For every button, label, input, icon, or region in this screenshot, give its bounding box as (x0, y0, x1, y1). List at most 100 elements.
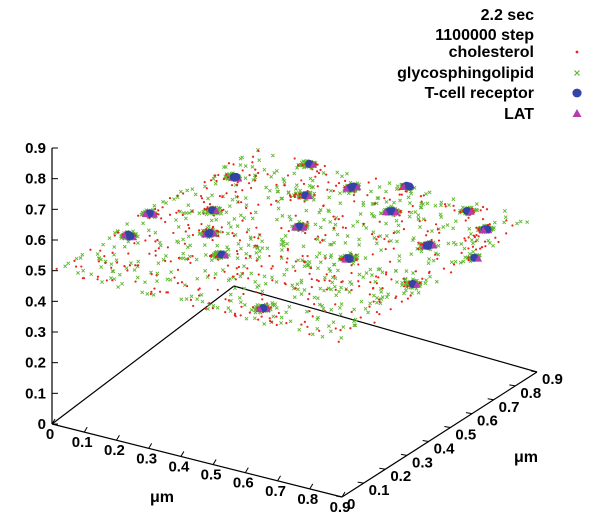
cholesterol-point (176, 194, 179, 197)
cholesterol-point (286, 174, 290, 177)
cholesterol-point (381, 287, 384, 290)
cholesterol-point (428, 270, 431, 273)
cholesterol-point (270, 267, 273, 270)
cholesterol-point (148, 234, 151, 237)
glycosphingolipid-point (326, 208, 331, 213)
z-tick-label: 0.5 (25, 263, 46, 280)
cholesterol-point (308, 272, 311, 275)
glycosphingolipid-point (340, 174, 344, 179)
glycosphingolipid-point (110, 269, 115, 274)
cholesterol-point (421, 277, 424, 280)
glycosphingolipid-point (257, 158, 262, 163)
cholesterol-point (402, 227, 406, 231)
cholesterol-point (324, 310, 327, 313)
cholesterol-point (234, 190, 237, 193)
cholesterol-point (175, 211, 178, 214)
cholesterol-point (479, 209, 482, 212)
cholesterol-point (225, 192, 228, 195)
legend-marker-lat (572, 109, 582, 117)
cholesterol-point (214, 174, 217, 177)
glycosphingolipid-point (301, 244, 306, 249)
z-tick-label: 0.9 (25, 140, 46, 157)
z-tick-label: 0.7 (25, 201, 46, 218)
glycosphingolipid-point (152, 203, 157, 208)
glycosphingolipid-point (226, 278, 231, 283)
cholesterol-point (488, 223, 491, 226)
glycosphingolipid-point (238, 163, 243, 167)
cholesterol-point (246, 267, 249, 270)
glycosphingolipid-point (403, 288, 408, 293)
cholesterol-point (97, 260, 100, 263)
legend-marker-tcr (572, 88, 582, 98)
glycosphingolipid-point (168, 277, 173, 282)
cholesterol-point (211, 238, 214, 242)
cholesterol-point (134, 280, 137, 283)
cholesterol-point (385, 271, 388, 274)
glycosphingolipid-point (453, 259, 458, 264)
cholesterol-point (96, 278, 99, 281)
glycosphingolipid-point (313, 222, 318, 227)
glycosphingolipid-point (280, 248, 284, 252)
y-tick-label: 0 (347, 496, 355, 513)
cholesterol-point (154, 254, 157, 257)
cholesterol-point (395, 295, 398, 298)
cholesterol-point (323, 164, 326, 168)
cholesterol-point (123, 265, 126, 268)
glycosphingolipid-point (387, 181, 392, 186)
glycosphingolipid-point (107, 236, 112, 241)
glycosphingolipid-point (263, 281, 268, 286)
cholesterol-point (144, 239, 147, 242)
lat-point (474, 254, 483, 262)
glycosphingolipid-point (213, 271, 218, 276)
glycosphingolipid-point (293, 186, 298, 191)
glycosphingolipid-point (199, 292, 204, 297)
cholesterol-point (358, 285, 361, 288)
glycosphingolipid-point (206, 224, 211, 229)
glycosphingolipid-point (257, 249, 262, 254)
cholesterol-point (217, 234, 220, 238)
cholesterol-point (136, 264, 140, 267)
legend-label-cholesterol: cholesterol (449, 44, 534, 61)
cholesterol-point (473, 235, 477, 239)
glycosphingolipid-point (262, 167, 267, 172)
legend-marker-cholesterol (575, 50, 579, 54)
glycosphingolipid-point (114, 258, 119, 263)
tcr-point (204, 229, 214, 238)
cholesterol-point (332, 215, 335, 218)
cholesterol-point (236, 183, 239, 187)
glycosphingolipid-point (438, 212, 443, 217)
glycosphingolipid-point (117, 272, 122, 277)
cholesterol-point (344, 288, 348, 291)
glycosphingolipid-point (203, 268, 208, 273)
cholesterol-point (467, 247, 470, 250)
cholesterol-point (480, 246, 484, 249)
glycosphingolipid-point (129, 261, 133, 266)
glycosphingolipid-point (242, 264, 246, 269)
cholesterol-point (367, 181, 370, 184)
glycosphingolipid-point (515, 221, 519, 226)
x-tick-label: 0.3 (136, 450, 157, 467)
lat-point (291, 223, 299, 231)
x-tick-mark (341, 491, 346, 498)
glycosphingolipid-point (244, 316, 249, 321)
cholesterol-point (294, 214, 297, 217)
cholesterol-point (154, 240, 157, 243)
glycosphingolipid-point (250, 216, 255, 221)
cholesterol-point (203, 207, 206, 210)
cholesterol-point (442, 267, 446, 270)
glycosphingolipid-point (317, 210, 322, 215)
glycosphingolipid-point (333, 222, 338, 227)
glycosphingolipid-point (240, 155, 245, 160)
cholesterol-point (149, 292, 152, 296)
glycosphingolipid-point (315, 326, 320, 331)
glycosphingolipid-point (136, 259, 141, 264)
cholesterol-point (301, 164, 304, 167)
glycosphingolipid-point (503, 215, 508, 220)
glycosphingolipid-point (181, 237, 185, 242)
cholesterol-point (426, 230, 429, 233)
glycosphingolipid-point (151, 292, 156, 297)
cholesterol-point (301, 254, 304, 258)
glycosphingolipid-point (326, 324, 331, 329)
glycosphingolipid-point (122, 244, 127, 249)
cholesterol-point (201, 230, 205, 233)
